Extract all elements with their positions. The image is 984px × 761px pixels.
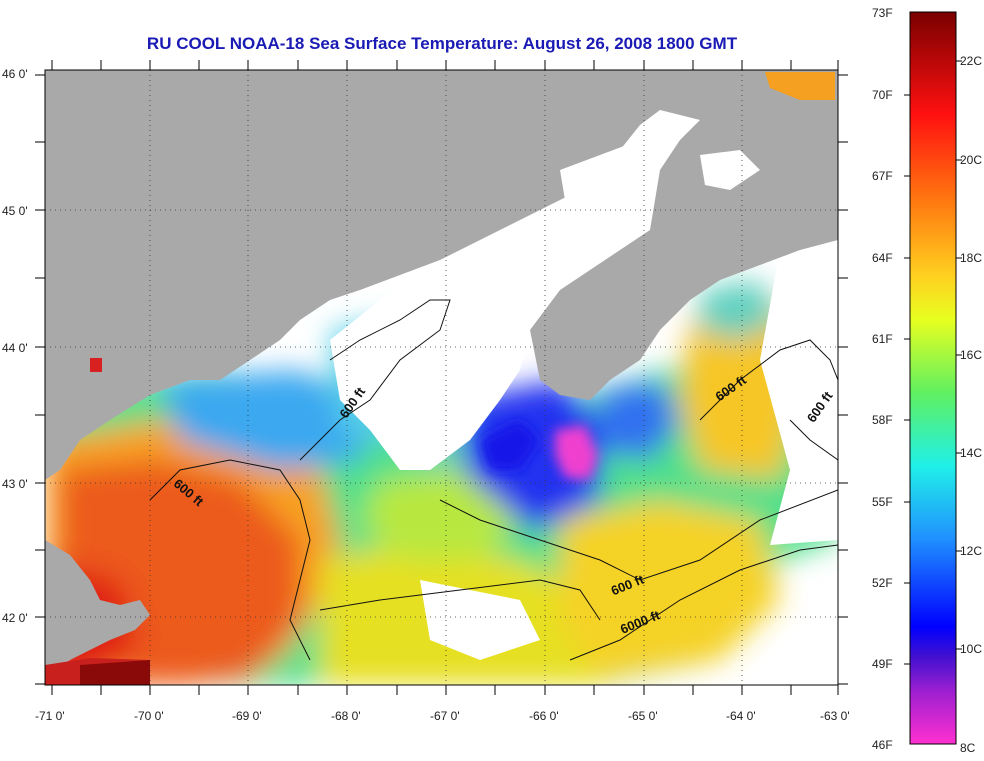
lat-label: 43 0' [2,477,28,491]
lat-label: 42 0' [2,611,28,625]
map-title: RU COOL NOAA-18 Sea Surface Temperature:… [0,34,984,54]
graticule [45,70,838,685]
lon-label: -65 0' [628,709,658,723]
warm-inlet [765,72,835,100]
lon-label: -71 0' [35,709,65,723]
lon-label: -68 0' [331,709,361,723]
lon-label: -70 0' [134,709,164,723]
warm-spot [90,358,102,372]
map-frame [44,69,839,686]
bathymetry-contours [149,299,838,661]
lon-label: -63 0' [820,709,850,723]
map-title-text: RU COOL NOAA-18 Sea Surface Temperature:… [146,34,738,53]
hot-shelf [80,660,150,685]
bay-no-data [560,140,660,230]
lon-label: -66 0' [529,709,559,723]
lon-label: -69 0' [232,709,262,723]
inlet-no-data [700,150,760,190]
cold-patch [480,420,598,480]
lat-label: 46 0' [2,67,28,81]
lon-label: -67 0' [430,709,460,723]
sst-field [45,280,838,685]
axis-ticks [35,60,848,695]
lat-label: 45 0' [2,204,28,218]
lon-label: -64 0' [726,709,756,723]
lat-label: 44 0' [2,341,28,355]
